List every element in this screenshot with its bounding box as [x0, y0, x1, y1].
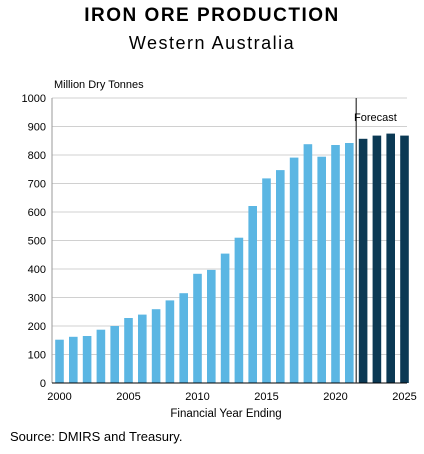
y-tick-label: 400	[28, 264, 46, 276]
bars	[55, 133, 409, 383]
y-tick-label: 300	[28, 293, 46, 305]
gridlines	[52, 97, 407, 355]
x-tick-label: 2000	[47, 391, 71, 403]
bar-actual	[262, 178, 271, 383]
y-tick-label: 1000	[22, 93, 46, 105]
bar-actual	[179, 293, 188, 383]
y-tick-label: 800	[28, 150, 46, 162]
axes: 0 100 200 300 400 500 600 700 800 900 1000 2000 2005…	[22, 93, 417, 403]
bar-actual	[248, 206, 257, 383]
y-tick-label: 700	[28, 179, 46, 191]
bar-actual	[110, 326, 119, 383]
bar-actual	[220, 253, 230, 383]
bar-actual	[151, 309, 161, 383]
chart-title: IRON ORE PRODUCTION	[84, 5, 340, 26]
bar-actual	[345, 143, 354, 383]
y-tick-label: 0	[40, 378, 46, 390]
bar-actual	[207, 269, 216, 383]
bar-forecast	[358, 138, 368, 383]
x-tick-label: 2005	[116, 391, 140, 403]
bar-actual	[303, 144, 313, 383]
bar-actual	[165, 300, 175, 383]
bar-actual	[289, 157, 299, 383]
bar-forecast	[400, 135, 409, 383]
y-tick-label: 600	[28, 207, 46, 219]
x-tick-label: 2010	[185, 391, 209, 403]
x-tick-label: 2020	[323, 391, 347, 403]
x-tick-label: 2015	[254, 391, 278, 403]
bar-actual	[193, 273, 202, 383]
bar-actual	[69, 336, 78, 383]
source-note: Source: DMIRS and Treasury.	[10, 429, 183, 444]
bar-actual	[331, 145, 340, 383]
bar-actual	[96, 329, 106, 383]
forecast-annotation: Forecast	[354, 112, 397, 124]
bar-actual	[234, 237, 244, 383]
y-axis-label: Million Dry Tonnes	[54, 79, 144, 91]
x-axis-label: Financial Year Ending	[170, 408, 281, 420]
y-tick-label: 900	[28, 122, 46, 134]
bar-actual	[82, 336, 92, 383]
x-tick-label: 2025	[392, 391, 416, 403]
bar-actual	[317, 156, 326, 383]
bar-actual	[276, 170, 285, 383]
bar-actual	[124, 318, 133, 383]
bar-forecast	[386, 133, 395, 383]
chart-subtitle: Western Australia	[128, 33, 296, 53]
bar-actual	[138, 314, 147, 383]
y-tick-label: 500	[28, 236, 46, 248]
y-tick-label: 100	[28, 350, 46, 362]
bar-actual	[55, 339, 64, 383]
bar-forecast	[372, 135, 382, 383]
y-tick-label: 200	[28, 321, 46, 333]
